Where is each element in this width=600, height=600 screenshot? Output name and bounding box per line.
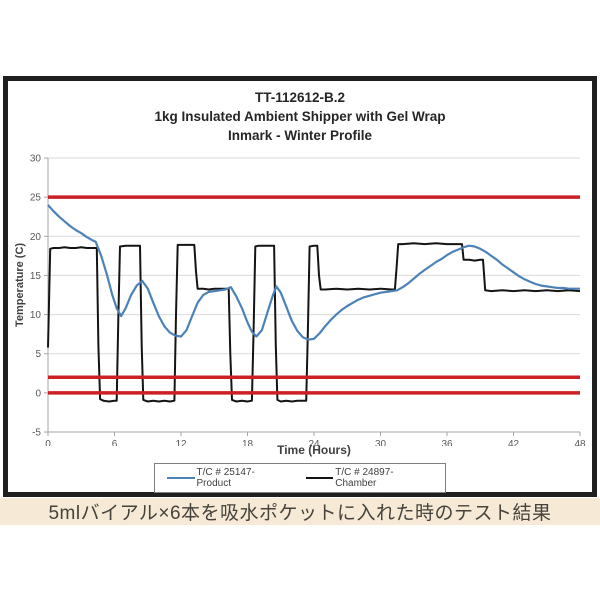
y-tick-label: 25: [30, 193, 42, 204]
legend-item-product: T/C # 25147-Product: [167, 467, 288, 489]
x-tick-label: 6: [112, 439, 118, 446]
caption-band: 5mlバイアル×6本を吸水ポケットに入れた時のテスト結果: [0, 498, 600, 525]
x-axis-title: Time (Hours): [277, 443, 351, 457]
y-tick-label: 5: [35, 349, 41, 360]
x-tick-label: 0: [45, 439, 51, 446]
x-tick-label: 36: [441, 439, 453, 446]
chart-title-line-1: TT-112612-B.2: [254, 90, 346, 105]
x-tick-label: 12: [175, 439, 187, 446]
legend-label-chamber: T/C # 24897-Chamber: [335, 467, 394, 489]
x-tick-label: 30: [375, 439, 387, 446]
y-tick-label: 0: [35, 388, 41, 399]
y-tick-label: 10: [30, 310, 42, 321]
chart-title-line-2: 1kg Insulated Ambient Shipper with Gel W…: [154, 109, 446, 124]
chart-title: TT-112612-B.2 1kg Insulated Ambient Ship…: [8, 88, 592, 145]
legend: T/C # 25147-Product T/C # 24897-Chamber: [154, 463, 446, 493]
x-tick-label: 18: [242, 439, 254, 446]
y-tick-label: -5: [32, 428, 41, 439]
y-tick-label: 30: [30, 154, 42, 165]
series-line-t-c-24897-chamber: [47, 242, 581, 403]
test-result-caption: 5mlバイアル×6本を吸水ポケットに入れた時のテスト結果: [48, 503, 552, 524]
product-line-swatch-icon: [167, 477, 195, 479]
x-tick-label: 24: [308, 439, 320, 446]
x-tick-label: 48: [574, 439, 586, 446]
legend-item-chamber: T/C # 24897-Chamber: [305, 467, 433, 489]
chart-title-line-3: Inmark - Winter Profile: [228, 128, 372, 143]
legend-label-product: T/C # 25147-Product: [196, 467, 255, 489]
x-tick-label: 42: [508, 439, 520, 446]
chamber-line-swatch-icon: [305, 477, 334, 479]
chart-frame: TT-112612-B.2 1kg Insulated Ambient Ship…: [3, 76, 597, 497]
y-tick-label: 20: [30, 232, 42, 243]
plot-area: 30 25 20 15 10 5 0 -5 0 6 12 18 24 30 36 42 48: [30, 154, 586, 447]
series-line-t-c-25147-product: [47, 204, 580, 341]
y-tick-label: 15: [30, 271, 42, 282]
